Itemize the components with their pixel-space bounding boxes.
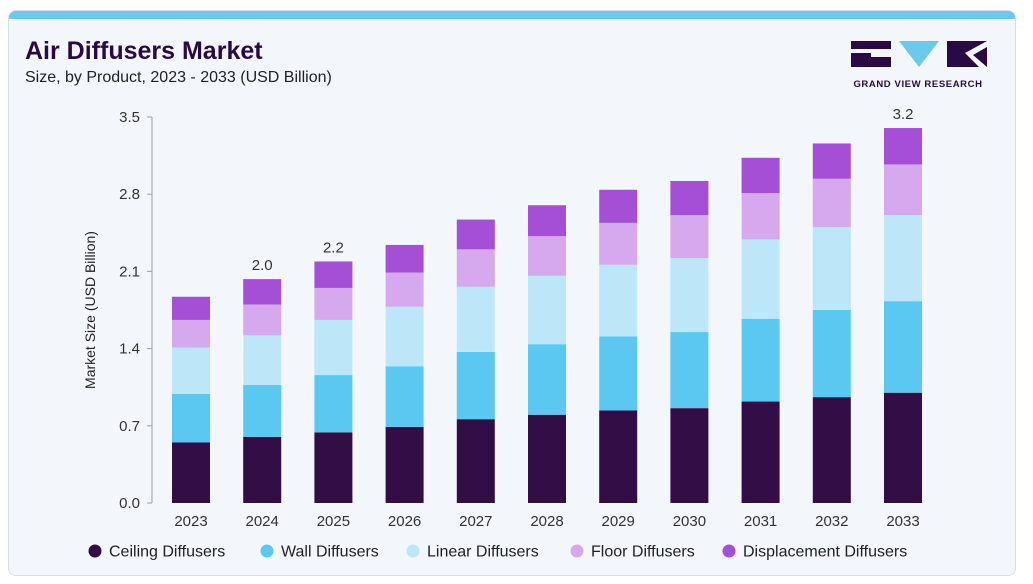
bar-segment-wall-diffusers	[314, 375, 353, 433]
bar-segment-ceiling-diffusers	[670, 408, 709, 503]
bar-segment-floor-diffusers	[670, 215, 709, 259]
legend-marker	[406, 544, 420, 558]
bar-segment-floor-diffusers	[884, 164, 922, 216]
x-tick-label: 2033	[886, 513, 919, 530]
x-tick-label: 2029	[602, 513, 635, 530]
x-tick-label: 2032	[815, 513, 848, 530]
bar-segment-floor-diffusers	[243, 304, 282, 336]
x-tick-label: 2024	[246, 513, 279, 530]
bar-segment-floor-diffusers	[599, 222, 638, 265]
bar-segment-floor-diffusers	[385, 272, 424, 307]
x-tick-label: 2023	[174, 513, 207, 530]
stacked-bar-chart: 0.0 0.7 1.4 2.1 2.8 3.5 Market Size (USD Billi…	[82, 106, 922, 561]
y-tick-label: 1.4	[119, 341, 140, 358]
bar-segment-ceiling-diffusers	[456, 419, 495, 503]
bar-segment-ceiling-diffusers	[314, 432, 353, 503]
x-tick-label: 2027	[459, 513, 492, 530]
bar-segment-linear-diffusers	[314, 319, 353, 376]
y-tick-label: 3.5	[119, 109, 140, 126]
bar-segment-wall-diffusers	[385, 366, 424, 427]
bar-segment-ceiling-diffusers	[884, 392, 922, 503]
bar-segment-wall-diffusers	[172, 393, 210, 443]
legend-label: Displacement Diffusers	[743, 544, 907, 561]
bar-segment-linear-diffusers	[172, 347, 210, 394]
bar-segment-wall-diffusers	[670, 332, 709, 409]
legend-label: Linear Diffusers	[427, 544, 539, 561]
x-tick-label: 2025	[317, 513, 350, 530]
legend-marker	[570, 544, 584, 558]
bar-segment-wall-diffusers	[812, 310, 851, 398]
bar-segment-ceiling-diffusers	[385, 426, 424, 503]
bar-segment-floor-diffusers	[812, 178, 851, 228]
bar-segment-ceiling-diffusers	[599, 410, 638, 503]
y-tick-label: 2.1	[119, 263, 140, 280]
chart-card: Air Diffusers Market Size, by Product, 2…	[8, 10, 1016, 576]
bar-segment-wall-diffusers	[741, 318, 780, 402]
bar-segment-ceiling-diffusers	[172, 442, 210, 503]
bar-segment-linear-diffusers	[670, 258, 709, 333]
bar-segment-linear-diffusers	[884, 215, 922, 302]
y-axis-label: Market Size (USD Billion)	[82, 231, 98, 389]
bar-segment-floor-diffusers	[741, 193, 780, 240]
legend-marker	[260, 544, 274, 558]
y-tick-label: 2.8	[119, 186, 140, 203]
logo-mark-icon	[851, 41, 987, 67]
bar-segment-floor-diffusers	[528, 236, 566, 276]
x-tick-label: 2030	[673, 513, 706, 530]
bar-total-label: 2.0	[252, 257, 273, 274]
x-tick-label: 2026	[388, 513, 421, 530]
bar-total-label: 2.2	[323, 239, 344, 256]
bar-segment-ceiling-diffusers	[812, 397, 851, 503]
bar-segment-wall-diffusers	[456, 351, 495, 420]
bar-segment-displacement-diffusers	[528, 205, 566, 237]
bar-segment-linear-diffusers	[385, 306, 424, 367]
legend-marker	[722, 544, 736, 558]
bar-segment-ceiling-diffusers	[741, 401, 780, 503]
bar-segment-wall-diffusers	[599, 336, 638, 411]
bar-segment-linear-diffusers	[812, 227, 851, 310]
bar-segment-displacement-diffusers	[812, 143, 851, 179]
bar-segment-linear-diffusers	[741, 239, 780, 319]
bar-segment-wall-diffusers	[528, 344, 566, 415]
bar-segment-ceiling-diffusers	[243, 436, 282, 503]
bar-segment-ceiling-diffusers	[528, 414, 566, 503]
bar-segment-linear-diffusers	[599, 264, 638, 337]
bar-segment-displacement-diffusers	[385, 244, 424, 273]
bar-segment-displacement-diffusers	[599, 189, 638, 223]
top-accent-bar	[9, 11, 1015, 19]
bar-total-label: 3.2	[893, 106, 914, 123]
bar-segment-displacement-diffusers	[884, 128, 922, 165]
legend-label: Wall Diffusers	[281, 544, 379, 561]
bar-segment-displacement-diffusers	[670, 180, 709, 216]
legend-label: Floor Diffusers	[591, 544, 695, 561]
y-tick-label: 0.7	[119, 418, 140, 435]
chart-subtitle: Size, by Product, 2023 - 2033 (USD Billi…	[25, 69, 332, 86]
bar-segment-displacement-diffusers	[456, 219, 495, 250]
bar-segment-floor-diffusers	[314, 287, 353, 320]
chart-title: Air Diffusers Market	[25, 37, 263, 65]
bar-segment-displacement-diffusers	[243, 279, 282, 305]
bar-segment-linear-diffusers	[243, 335, 282, 385]
bar-segment-linear-diffusers	[456, 286, 495, 352]
bar-segment-linear-diffusers	[528, 275, 566, 345]
bar-segment-floor-diffusers	[172, 319, 210, 348]
bar-segment-displacement-diffusers	[172, 296, 210, 320]
bar-segment-displacement-diffusers	[741, 157, 780, 194]
legend-label: Ceiling Diffusers	[109, 544, 225, 561]
bar-segment-wall-diffusers	[884, 301, 922, 393]
logo-text: GRAND VIEW RESEARCH	[853, 79, 983, 90]
grand-view-research-logo: GRAND VIEW RESEARCH	[847, 39, 989, 91]
legend-marker	[88, 544, 102, 558]
bar-segment-wall-diffusers	[243, 384, 282, 437]
x-tick-label: 2031	[744, 513, 777, 530]
bar-segment-displacement-diffusers	[314, 261, 353, 288]
bar-segment-floor-diffusers	[456, 249, 495, 287]
x-tick-label: 2028	[530, 513, 563, 530]
y-tick-label: 0.0	[119, 495, 140, 512]
